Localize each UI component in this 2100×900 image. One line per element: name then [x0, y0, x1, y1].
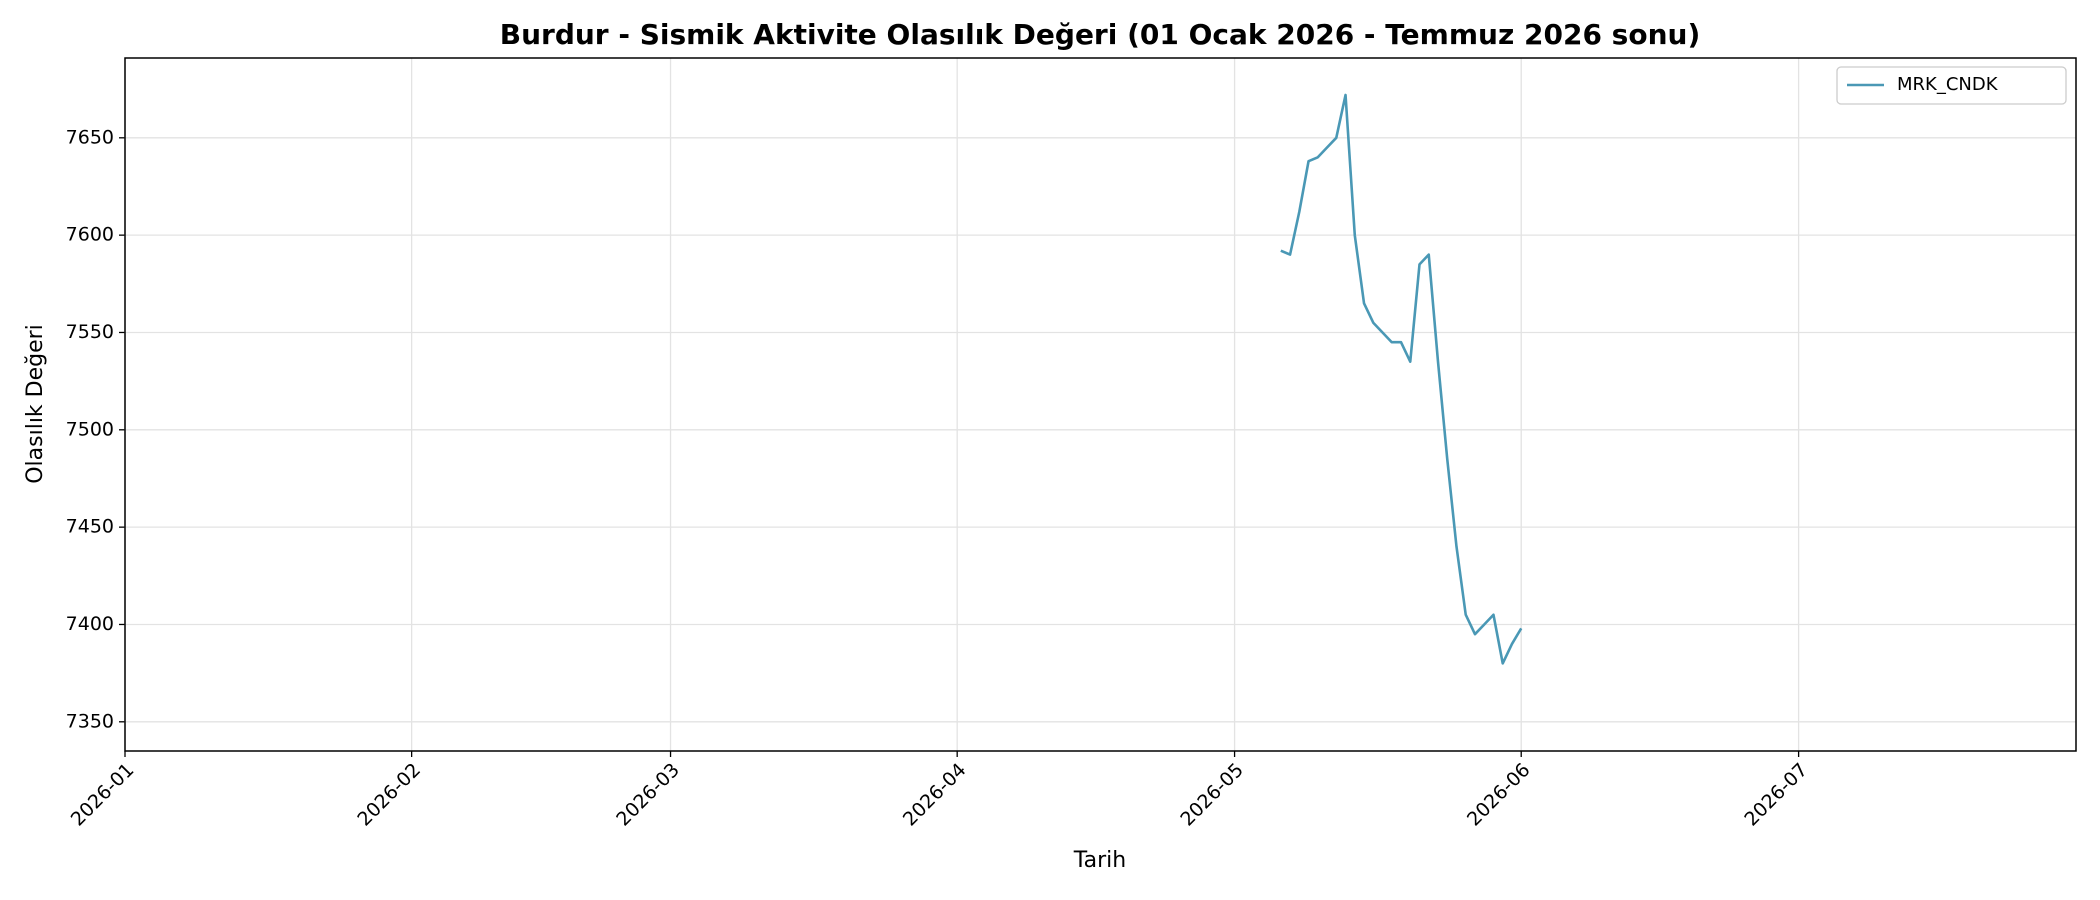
y-tick-label: 7500: [66, 418, 114, 440]
y-tick-label: 7400: [66, 613, 114, 635]
y-tick-label: 7450: [66, 516, 114, 538]
legend-box: [1836, 66, 2067, 105]
y-tick-label: 7600: [66, 224, 114, 246]
plot-frame: [124, 57, 2077, 752]
legend-label: MRK_CNDK: [1897, 74, 1999, 95]
y-tick-label: 7650: [66, 126, 114, 148]
y-axis-label: Olasılık Değeri: [23, 324, 48, 484]
x-axis-label: Tarih: [1073, 848, 1126, 873]
y-tick-label: 7550: [66, 321, 114, 343]
data-line: [1280, 93, 1523, 665]
y-tick-label: 7350: [66, 710, 114, 732]
chart-title: Burdur - Sismik Aktivite Olasılık Değeri…: [500, 18, 1701, 51]
